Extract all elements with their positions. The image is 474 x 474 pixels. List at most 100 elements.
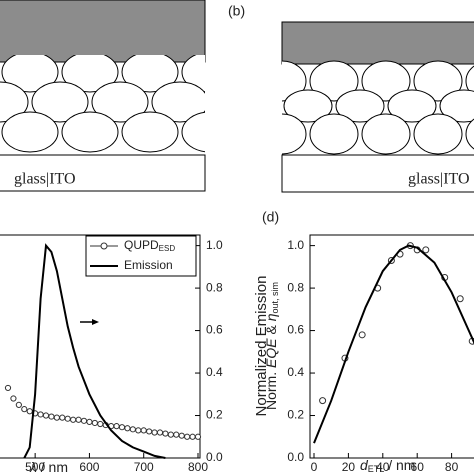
data-line <box>313 244 474 444</box>
x-tick-label: 600 <box>79 460 99 474</box>
particle <box>1 111 59 153</box>
device-diagrams: glass|ITO glass|ITO (b) <box>0 0 474 193</box>
x-axis-label: dETL / nm <box>360 457 415 474</box>
particle <box>212 82 268 122</box>
y-tick-label: 0.6 <box>287 323 304 337</box>
data-point <box>178 432 185 439</box>
x-tick-label: 500 <box>25 460 45 474</box>
data-point <box>135 427 142 434</box>
substrate-label: glass|ITO <box>408 171 470 188</box>
data-point <box>358 331 366 339</box>
particle <box>283 89 333 123</box>
x-tick-label: 700 <box>134 460 154 474</box>
particle <box>181 111 205 153</box>
y-tick-label: 0.0 <box>206 450 223 464</box>
x-tick-label: 20 <box>342 460 356 474</box>
y-tick-label: 0.4 <box>206 365 223 379</box>
y-label-part: Norm. <box>263 368 279 410</box>
y-label-part: η <box>263 313 279 321</box>
y2-axis-label: Normalized Emission <box>253 276 270 417</box>
data-point <box>10 395 17 402</box>
x-tick-label: 800 <box>188 460 208 474</box>
legend-name: QUPD <box>124 238 159 252</box>
particle <box>282 113 307 155</box>
data-point <box>42 412 50 419</box>
data-point <box>189 433 196 440</box>
data-point <box>86 418 93 425</box>
particle <box>439 89 474 123</box>
x-label-symbol: λ <box>29 459 37 474</box>
data-point <box>456 295 464 303</box>
panel-label: (b) <box>228 3 245 19</box>
y-tick-label: 0.2 <box>287 408 304 422</box>
data-point <box>37 411 44 418</box>
particle <box>465 65 474 97</box>
particle <box>361 60 411 102</box>
data-point <box>26 408 33 415</box>
x-label-symbol: d <box>360 457 369 473</box>
data-point <box>91 419 98 427</box>
particle <box>0 81 29 123</box>
data-point <box>97 420 104 428</box>
y-label-sub: out, sim <box>270 282 280 314</box>
data-point <box>422 246 430 254</box>
data-point <box>15 401 22 409</box>
y-tick-label: 0.8 <box>287 280 304 294</box>
data-point <box>162 430 169 437</box>
data-line <box>23 243 166 459</box>
y-tick-label: 0.6 <box>206 323 223 337</box>
data-point <box>151 429 158 436</box>
y-tick-label: 0.4 <box>287 365 304 379</box>
particle <box>91 81 149 123</box>
legend-marker <box>100 242 108 250</box>
particle <box>335 89 385 123</box>
data-point <box>156 429 164 436</box>
y-axis-label: Norm. EQE & ηout, sim <box>263 282 281 410</box>
data-point <box>80 417 88 424</box>
x-label-unit: / nm <box>384 457 415 473</box>
data-point <box>70 416 77 423</box>
data-point <box>4 384 12 392</box>
panel-label: (d) <box>262 209 279 225</box>
x-label-unit: / nm <box>37 459 68 474</box>
data-point <box>53 414 60 421</box>
particle <box>413 113 463 155</box>
particle <box>31 81 89 123</box>
plot-frame <box>309 234 474 459</box>
data-point <box>319 397 327 405</box>
y-tick-label: 0.8 <box>206 280 223 294</box>
particle <box>413 60 463 102</box>
x-axis-label: λ / nm <box>29 459 68 474</box>
particle <box>309 60 359 102</box>
legend-label: QUPDESD <box>124 238 175 253</box>
particle <box>465 118 474 150</box>
data-point <box>48 413 55 420</box>
data-point <box>75 416 82 423</box>
x-tick-label: 80 <box>445 460 459 474</box>
plot-frame <box>0 234 201 459</box>
data-point <box>64 415 71 422</box>
particle <box>121 111 179 153</box>
y-label-part: & <box>263 321 279 338</box>
substrate-label: glass|ITO <box>14 171 76 188</box>
arrow-head <box>92 319 99 325</box>
legend-sub: ESD <box>159 244 176 253</box>
data-point <box>113 423 120 430</box>
y-tick-label: 1.0 <box>287 238 304 252</box>
particle <box>361 113 411 155</box>
data-point <box>140 427 147 434</box>
particle <box>309 113 359 155</box>
particle <box>387 89 437 123</box>
particle <box>1 55 59 93</box>
data-point <box>184 433 191 440</box>
y-tick-label: 0.2 <box>206 408 223 422</box>
x-tick-label: 0 <box>311 460 318 474</box>
data-point <box>194 433 202 440</box>
x-label-sub: ETL <box>368 464 385 474</box>
data-point <box>118 424 126 431</box>
substrate-b <box>281 154 474 193</box>
data-point <box>173 431 180 438</box>
particle <box>61 111 119 153</box>
data-point <box>21 406 28 413</box>
